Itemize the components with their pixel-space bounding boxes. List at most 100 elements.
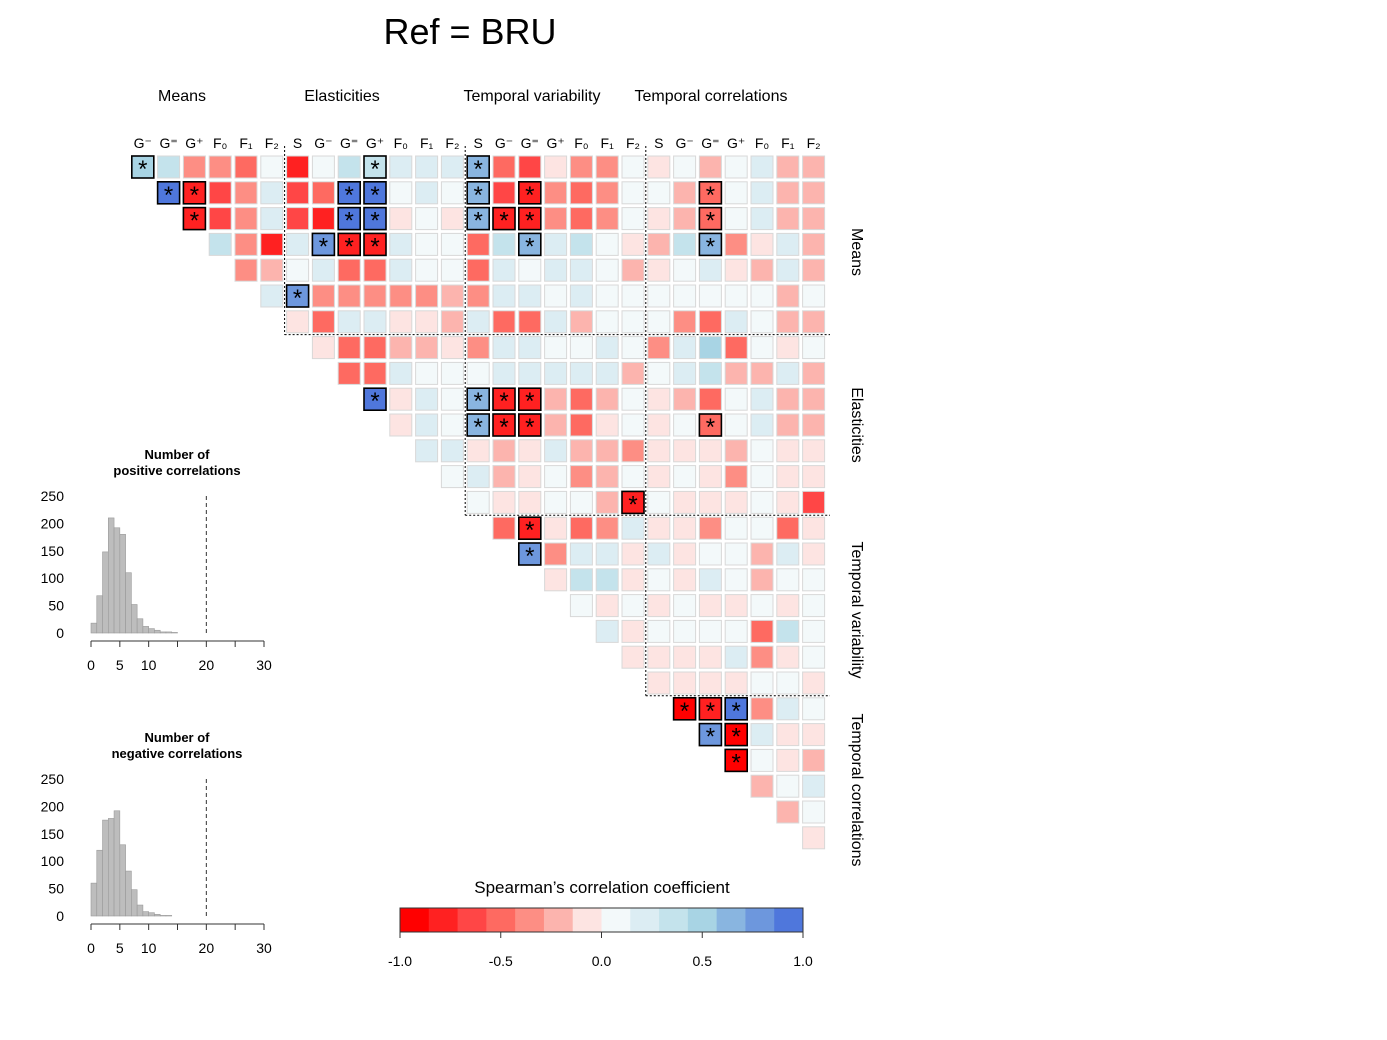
histogram-bar <box>125 572 132 634</box>
side-header-means: Means <box>848 228 865 276</box>
heatmap-cell <box>544 258 568 282</box>
significance-marker: * <box>706 414 715 441</box>
histogram-bar <box>125 870 132 917</box>
heatmap-cell <box>724 387 748 411</box>
heatmap-cell <box>647 284 671 308</box>
column-label: F₁ <box>601 135 615 151</box>
heatmap-cell <box>802 336 826 360</box>
column-label: G⁼ <box>159 135 177 151</box>
heatmap-cell <box>750 568 774 592</box>
column-label: G⁺ <box>727 135 745 151</box>
heatmap-cell <box>673 516 697 540</box>
heatmap-cell <box>518 258 542 282</box>
heatmap-cell <box>389 361 413 385</box>
heatmap-cell <box>311 310 335 334</box>
heatmap-cell <box>440 361 464 385</box>
heatmap-cell <box>647 439 671 463</box>
legend-bin <box>601 908 631 932</box>
heatmap-cell <box>673 232 697 256</box>
heatmap-cell <box>311 336 335 360</box>
histogram-y-tick-label: 250 <box>41 771 65 787</box>
heatmap-cell <box>544 568 568 592</box>
heatmap-cell <box>621 645 645 669</box>
heatmap-cell <box>466 465 490 489</box>
heatmap-cell <box>569 490 593 514</box>
heatmap-cell <box>776 336 800 360</box>
heatmap-cell <box>673 645 697 669</box>
heatmap-cell <box>750 490 774 514</box>
heatmap-cell <box>802 516 826 540</box>
column-label: F₀ <box>755 135 770 151</box>
heatmap-cell <box>363 361 387 385</box>
heatmap-cell <box>802 697 826 721</box>
heatmap-cell <box>621 387 645 411</box>
heatmap-cell <box>415 310 439 334</box>
legend-ticks: -1.0 -0.5 0.0 0.5 1.0 <box>388 932 813 969</box>
heatmap-cell <box>311 232 336 257</box>
heatmap-cell <box>466 310 490 334</box>
heatmap-cell <box>286 181 310 205</box>
significance-marker: * <box>525 208 534 235</box>
heatmap-cell <box>750 723 774 747</box>
heatmap-cell <box>466 284 490 308</box>
legend-bin <box>774 908 804 932</box>
heatmap-cell <box>518 361 542 385</box>
heatmap-cell <box>621 465 645 489</box>
heatmap-cell <box>363 155 387 179</box>
heatmap-cell <box>724 207 748 231</box>
heatmap-cell <box>647 361 671 385</box>
side-header-elasticities: Elasticities <box>848 387 865 463</box>
histogram-bar <box>131 889 138 917</box>
significance-marker: * <box>370 182 379 209</box>
heatmap-cell <box>621 336 645 360</box>
heatmap-cell <box>440 284 464 308</box>
heatmap-cell <box>673 310 697 334</box>
heatmap-cell <box>750 310 774 334</box>
heatmap-cell <box>724 671 748 695</box>
histogram-y-tick-label: 100 <box>41 853 65 869</box>
heatmap-cell <box>776 232 800 256</box>
heatmap-cell <box>466 206 491 231</box>
heatmap-cell <box>802 465 826 489</box>
heatmap-cell <box>569 284 593 308</box>
heatmap-cell <box>337 155 361 179</box>
column-label: G⁺ <box>185 135 203 151</box>
heatmap-cell <box>802 671 826 695</box>
heatmap-cell <box>802 490 826 514</box>
heatmap-cell <box>544 336 568 360</box>
legend-title: Spearman’s correlation coefficient <box>474 878 730 897</box>
heatmap-cell <box>750 542 774 566</box>
heatmap-cell <box>776 181 800 205</box>
heatmap-cell <box>724 748 749 773</box>
heatmap-cell <box>517 542 542 566</box>
heatmap-cell <box>724 568 748 592</box>
column-label: G⁻ <box>134 135 152 151</box>
heatmap-cell <box>750 284 774 308</box>
heatmap-cell <box>621 439 645 463</box>
heatmap-cell <box>260 181 284 205</box>
heatmap-cell <box>698 439 722 463</box>
heatmap-cell <box>802 594 826 618</box>
heatmap-cell <box>569 181 593 205</box>
heatmap-cell <box>776 516 800 540</box>
heatmap-cell <box>750 361 774 385</box>
heatmap-cell <box>286 155 310 179</box>
histogram-bar <box>171 632 178 634</box>
heatmap-cell <box>647 516 671 540</box>
heatmap-cell <box>492 258 516 282</box>
heatmap-cell <box>802 284 826 308</box>
heatmap-cell <box>492 413 516 437</box>
heatmap-cell <box>776 465 800 489</box>
heatmap-cell <box>595 619 619 643</box>
heatmap-cell <box>595 516 619 540</box>
heatmap-cell <box>673 465 697 489</box>
histogram-bar <box>159 915 167 917</box>
heatmap-cell <box>517 516 542 541</box>
heatmap-cell <box>802 800 826 824</box>
histogram-y-tick-label: 0 <box>56 625 64 641</box>
significance-marker: * <box>525 388 534 415</box>
heatmap-cell <box>466 258 490 282</box>
significance-marker: * <box>345 233 354 260</box>
heatmap-cell <box>389 336 413 360</box>
